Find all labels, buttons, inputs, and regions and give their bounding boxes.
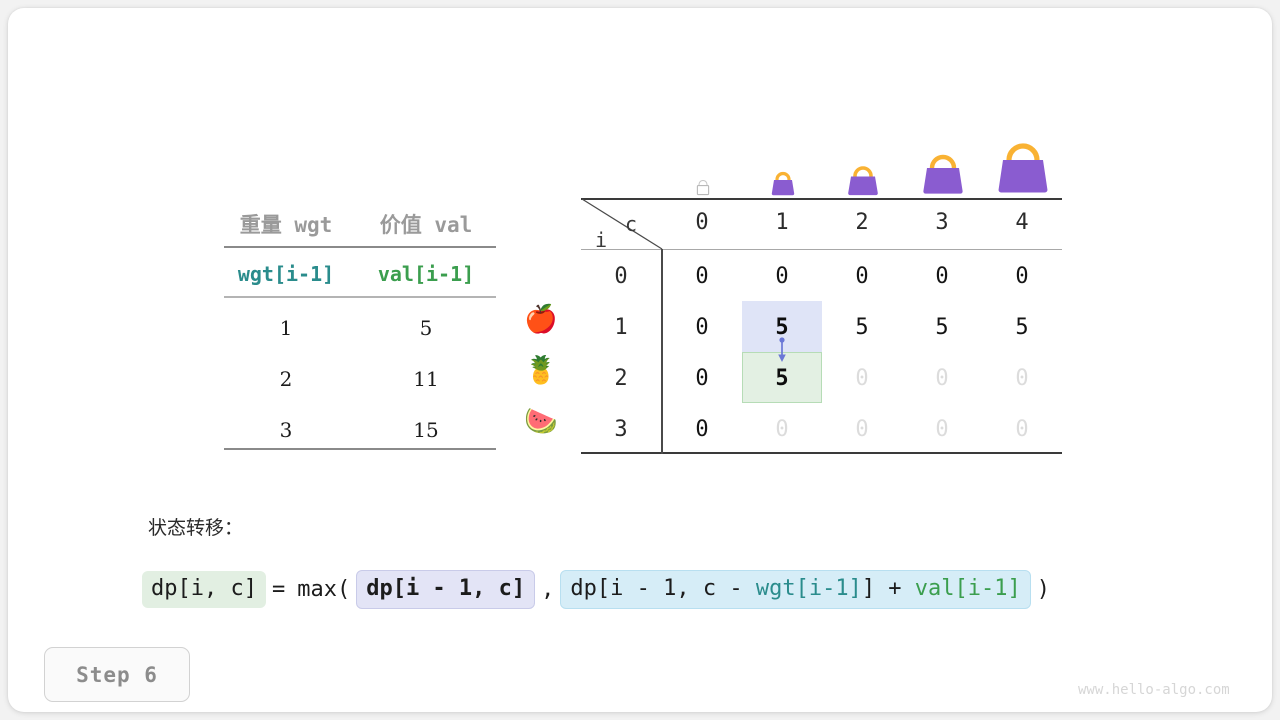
transition-caption: 状态转移： — [148, 517, 244, 539]
corner-diagonal-icon — [581, 198, 663, 250]
item-wgt-1: 1 — [279, 316, 293, 340]
dp-row-header-0: 0 — [614, 264, 628, 289]
dp-table: c i 0 1 2 3 4 0 0 0 0 0 0 1 0 5 5 5 5 2 … — [581, 198, 1062, 454]
formula-comma: , — [541, 576, 555, 602]
dp-cell-2-0: 0 — [695, 366, 709, 391]
dp-cell-3-0: 0 — [695, 417, 709, 442]
bag-icon-3 — [903, 152, 983, 196]
dp-cell-1-0: 0 — [695, 315, 709, 340]
formula-term-take-mid: ] + — [861, 575, 915, 601]
dp-cell-1-3: 5 — [935, 315, 949, 340]
dp-header-rule — [581, 249, 1062, 251]
dp-cell-2-2: 0 — [855, 366, 869, 391]
dp-cell-3-3: 0 — [935, 417, 949, 442]
transition-formula: dp[i, c] = max( dp[i - 1, c] , dp[i - 1,… — [142, 564, 1056, 614]
items-subheader-wgt: wgt[i-1] — [237, 262, 335, 286]
dp-cell-1-1: 5 — [775, 315, 789, 340]
dp-cell-3-1: 0 — [775, 417, 789, 442]
item-val-2: 11 — [413, 367, 439, 391]
dp-cell-2-1: 5 — [775, 366, 789, 391]
slide-card: 重量 wgt 价值 val wgt[i-1] val[i-1] 1 5 2 11… — [8, 8, 1272, 712]
items-rule-bottom — [224, 448, 496, 450]
item-val-3: 15 — [413, 418, 439, 442]
dp-col-header-1: 1 — [775, 210, 789, 235]
dp-cell-0-0: 0 — [695, 264, 709, 289]
dp-cell-1-2: 5 — [855, 315, 869, 340]
formula-equals: = — [271, 576, 286, 602]
items-table: 重量 wgt 价值 val wgt[i-1] val[i-1] 1 5 2 11… — [216, 194, 496, 454]
dp-cell-0-3: 0 — [935, 264, 949, 289]
dp-col-header-2: 2 — [855, 210, 869, 235]
bag-capacity-icons — [663, 134, 1063, 196]
pineapple-icon: 🍍 — [524, 355, 558, 386]
dp-border-top — [581, 198, 1062, 200]
items-rule-mid — [224, 296, 496, 298]
watermark: www.hello-algo.com — [1078, 682, 1230, 698]
dp-col-header-3: 3 — [935, 210, 949, 235]
dp-cell-3-2: 0 — [855, 417, 869, 442]
items-header-val: 价值 val — [379, 213, 473, 237]
formula-max-open: max( — [297, 576, 351, 602]
step-badge: Step 6 — [44, 647, 190, 702]
table-row: 3 15 — [216, 405, 496, 455]
dp-cell-2-4: 0 — [1015, 366, 1029, 391]
formula-term-skip: dp[i - 1, c] — [356, 569, 536, 609]
apple-icon: 🍎 — [524, 304, 558, 335]
dp-cell-1-4: 5 — [1015, 315, 1029, 340]
dp-col-header-4: 4 — [1015, 210, 1029, 235]
items-subheader-val: val[i-1] — [377, 262, 475, 286]
items-subheader-row: wgt[i-1] val[i-1] — [216, 252, 496, 296]
items-rule-top — [224, 246, 496, 248]
bag-icon-2 — [823, 164, 903, 196]
items-header-wgt: 重量 wgt — [239, 213, 333, 237]
item-wgt-3: 3 — [279, 418, 293, 442]
dp-cell-0-1: 0 — [775, 264, 789, 289]
dp-corner-col-label: c — [625, 212, 638, 236]
dp-row-header-1: 1 — [614, 315, 628, 340]
item-val-1: 5 — [419, 316, 433, 340]
dp-cell-3-4: 0 — [1015, 417, 1029, 442]
bag-icon-4 — [983, 140, 1063, 196]
dp-cell-0-2: 0 — [855, 264, 869, 289]
formula-term-take: dp[i - 1, c - wgt[i-1]] + val[i-1] — [560, 569, 1031, 609]
dp-corner-row-label: i — [595, 228, 608, 252]
formula-term-take-prefix: dp[i - 1, c - — [570, 575, 756, 601]
formula-term-take-val: val[i-1] — [914, 575, 1021, 601]
dp-cell-0-4: 0 — [1015, 264, 1029, 289]
dp-row-header-2: 2 — [614, 366, 628, 391]
formula-close-paren: ) — [1036, 576, 1051, 602]
formula-term-take-wgt: wgt[i-1] — [755, 575, 862, 601]
dp-cell-2-3: 0 — [935, 366, 949, 391]
dp-row-header-3: 3 — [614, 417, 628, 442]
dp-col-header-0: 0 — [695, 210, 709, 235]
bag-icon-1 — [743, 170, 823, 196]
bag-icon-0 — [663, 177, 743, 196]
table-row: 2 11 — [216, 354, 496, 404]
table-row: 1 5 — [216, 303, 496, 353]
formula-lhs: dp[i, c] — [142, 570, 266, 608]
dp-vertical-divider — [661, 249, 663, 454]
dp-border-bottom — [581, 452, 1062, 454]
watermelon-icon: 🍉 — [524, 406, 558, 437]
transition-arrow-icon — [778, 337, 786, 362]
items-header-row: 重量 wgt 价值 val — [216, 202, 496, 246]
item-wgt-2: 2 — [279, 367, 293, 391]
